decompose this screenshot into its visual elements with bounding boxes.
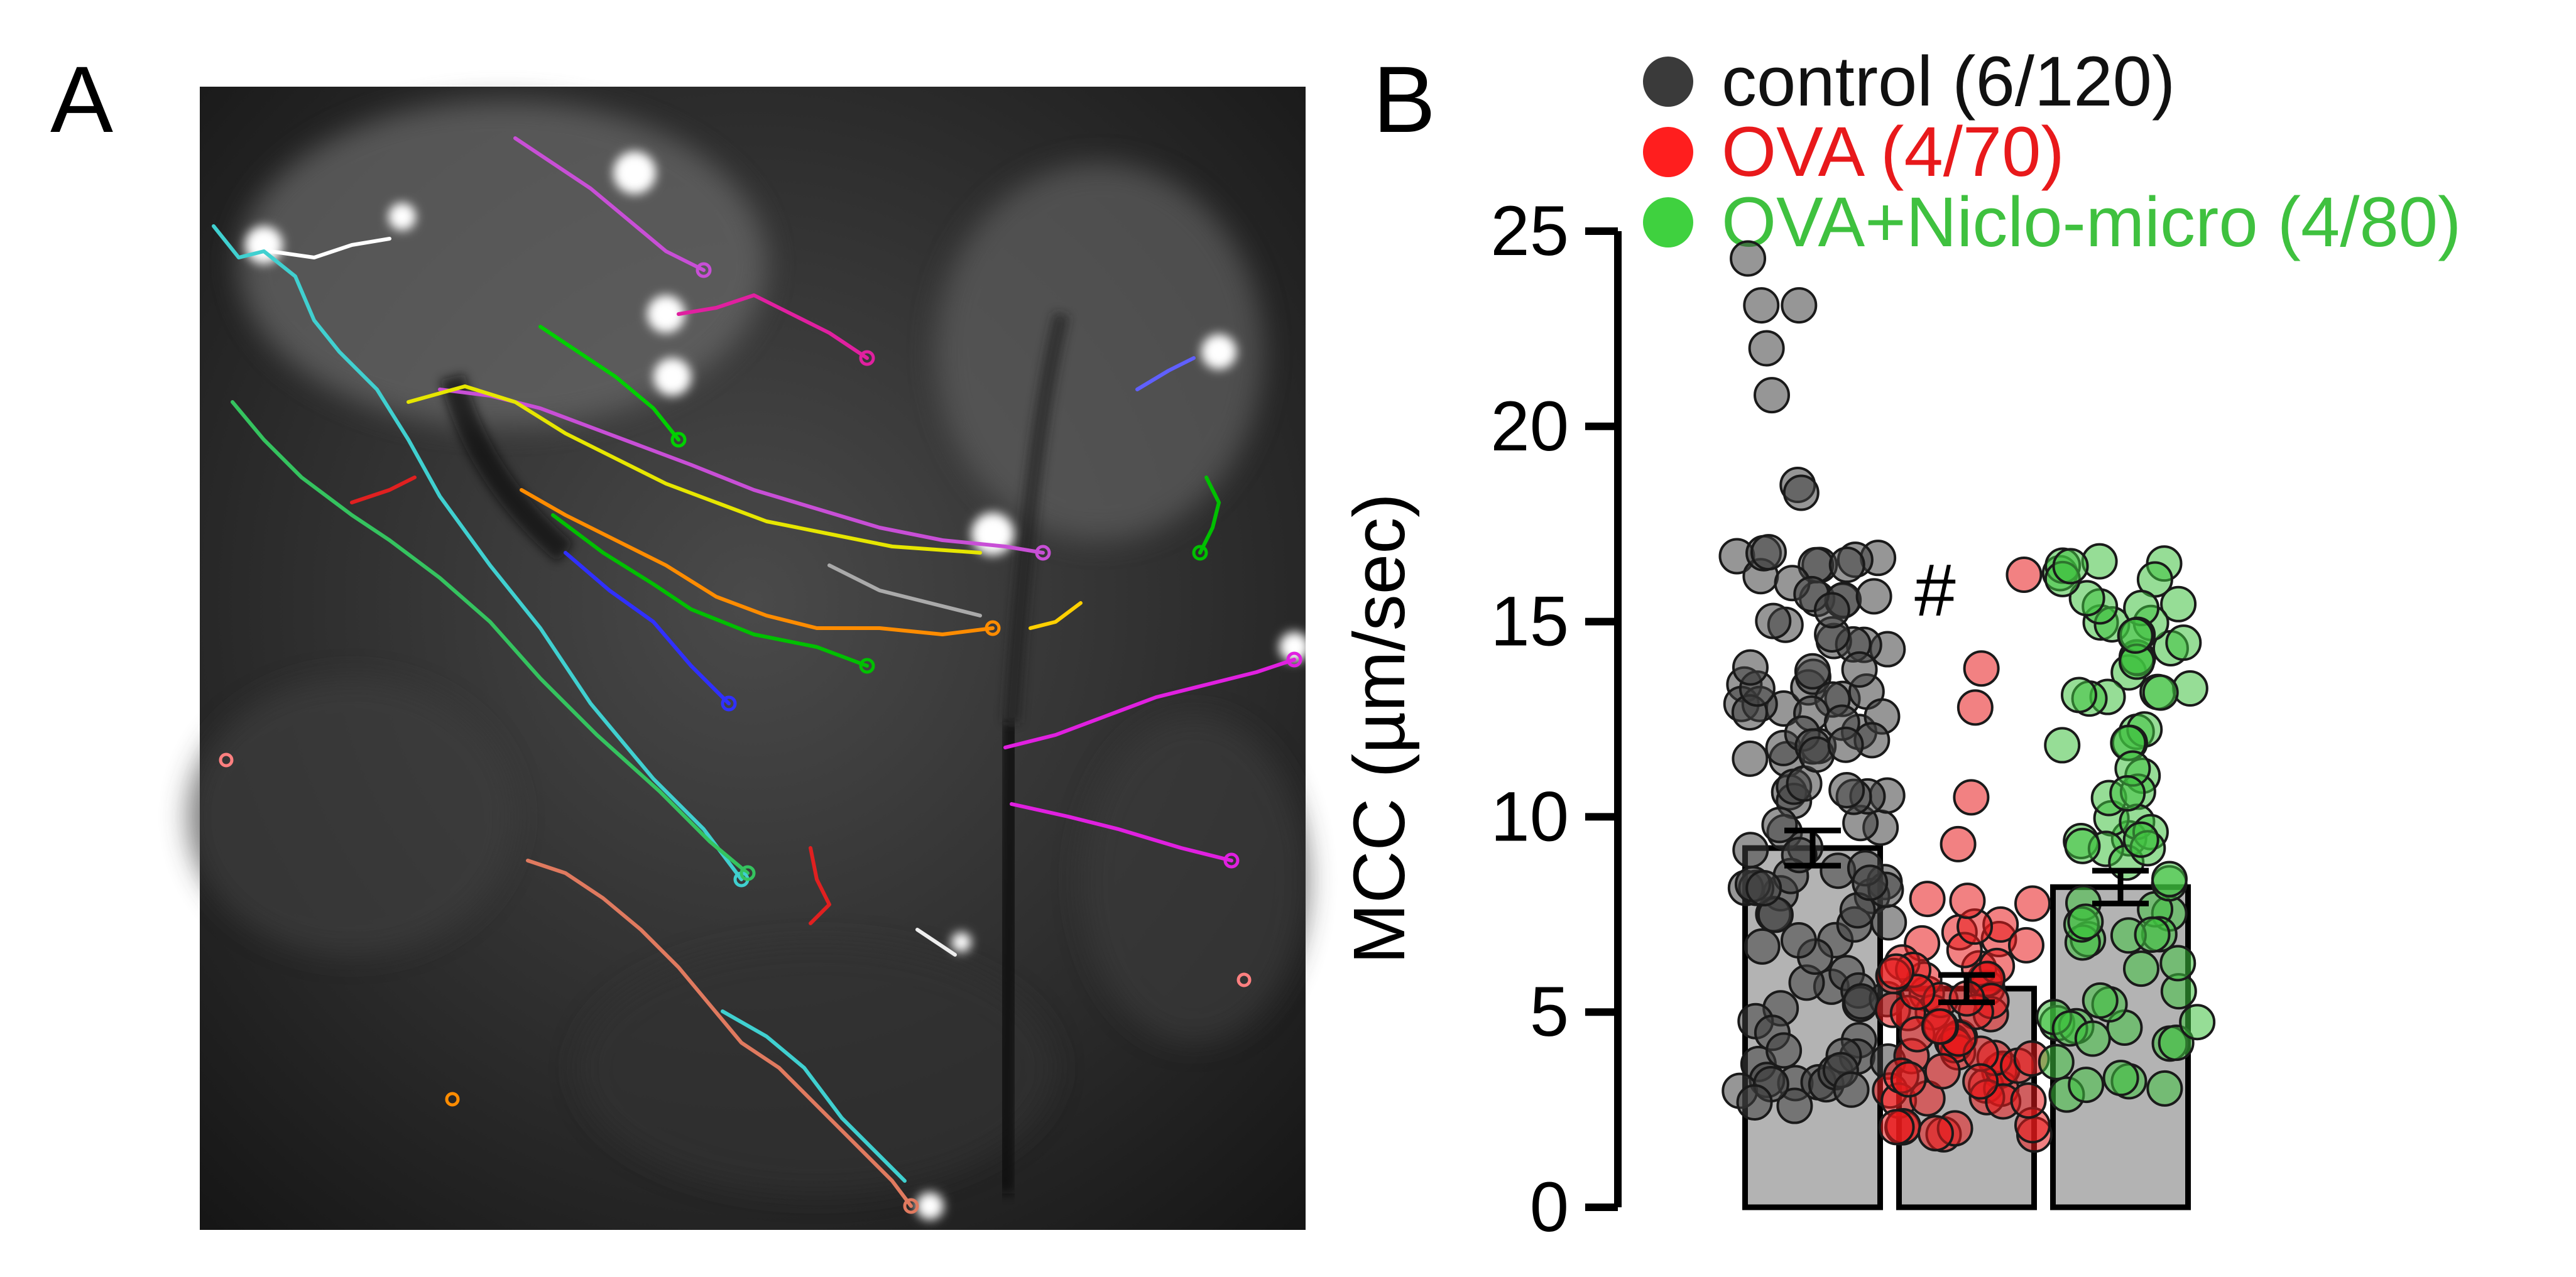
data-point	[1782, 474, 1820, 511]
data-point	[2052, 548, 2089, 585]
data-point	[1732, 740, 1769, 777]
data-point	[1743, 287, 1780, 324]
data-point	[2068, 1067, 2105, 1104]
data-point	[2146, 1070, 2183, 1107]
data-point	[1940, 825, 1977, 862]
data-point	[1917, 1115, 1954, 1152]
data-point	[1828, 772, 1865, 809]
data-point	[1855, 578, 1892, 615]
data-point	[1921, 1008, 1958, 1045]
data-point	[1878, 953, 1915, 990]
panel-b-label: B	[1373, 46, 1436, 152]
data-point	[1744, 928, 1781, 965]
legend-label-ova: OVA (4/70)	[1722, 112, 2065, 191]
significance-annotation: #	[1914, 549, 1956, 632]
y-tick-label: 10	[1490, 777, 1569, 856]
legend-marker-control	[1643, 57, 1693, 107]
panel-a-label: A	[50, 46, 113, 152]
data-point	[1732, 649, 1769, 686]
data-point	[1827, 726, 1864, 763]
legend-label-ova-niclo: OVA+Niclo-micro (4/80)	[1722, 183, 2461, 261]
data-point	[2082, 982, 2119, 1019]
data-point	[2134, 916, 2171, 953]
data-point	[1750, 534, 1787, 571]
data-point	[1828, 546, 1865, 584]
data-point	[1841, 651, 1878, 688]
data-point	[1736, 1084, 1773, 1121]
legend: control (6/120) OVA (4/70) OVA+Niclo-mic…	[1643, 42, 2461, 261]
legend-marker-ova	[1643, 127, 1693, 177]
legend-marker-ova-niclo	[1643, 197, 1693, 247]
data-point	[1890, 1061, 1927, 1098]
data-point	[2060, 677, 2097, 714]
data-point	[1761, 807, 1798, 844]
data-point	[1963, 650, 2000, 687]
y-tick-label: 0	[1530, 1168, 1569, 1246]
y-tick-label: 15	[1490, 582, 1569, 661]
data-point	[1924, 1053, 1961, 1090]
data-point	[1776, 1087, 1813, 1124]
data-point	[1766, 1032, 1803, 1069]
data-point	[2044, 727, 2081, 764]
legend-item-ova-niclo: OVA+Niclo-micro (4/80)	[1643, 183, 2461, 261]
y-tick-label: 5	[1530, 972, 1569, 1051]
data-point	[1732, 832, 1769, 869]
data-point	[1957, 689, 1994, 726]
data-point	[1745, 870, 1782, 907]
data-point	[1843, 983, 1880, 1020]
data-point	[2122, 950, 2159, 987]
data-point	[1833, 1071, 1870, 1108]
y-axis-label: MCC (µm/sec)	[1338, 493, 1420, 964]
data-point	[1909, 881, 1946, 918]
data-point	[2142, 674, 2179, 711]
data-point	[1949, 883, 1986, 920]
data-point	[1748, 330, 1785, 367]
data-point	[1755, 602, 1792, 639]
legend-item-ova: OVA (4/70)	[1643, 112, 2065, 191]
data-point	[1780, 922, 1817, 959]
data-point	[1813, 592, 1850, 629]
data-point	[2160, 585, 2197, 622]
data-point	[2109, 774, 2146, 812]
data-point	[1962, 1063, 1999, 1100]
data-point	[1852, 864, 1889, 901]
data-point	[1730, 240, 1767, 277]
data-point	[2151, 861, 2188, 898]
data-point	[2102, 1060, 2139, 1097]
data-point	[2159, 945, 2197, 982]
legend-label-control: control (6/120)	[1722, 42, 2175, 121]
data-point	[2064, 827, 2101, 864]
mcc-bar-chart: control (6/120) OVA (4/70) OVA+Niclo-mic…	[1338, 42, 2461, 1246]
data-point	[1870, 904, 1907, 941]
data-point	[1781, 287, 1818, 324]
y-tick-label: 25	[1490, 192, 1569, 270]
data-point	[1754, 377, 1790, 414]
data-point	[2165, 624, 2202, 661]
data-point	[2074, 1020, 2111, 1057]
data-point	[1878, 1109, 1915, 1146]
legend-item-control: control (6/120)	[1643, 42, 2175, 121]
data-point	[2007, 927, 2044, 964]
data-point	[2179, 1004, 2216, 1041]
data-point	[2038, 1043, 2075, 1080]
data-point	[2006, 557, 2043, 594]
data-point	[1794, 653, 1831, 690]
microscopy-image	[188, 87, 1309, 1230]
data-point	[2117, 617, 2154, 654]
data-point	[2010, 1082, 2047, 1119]
data-point	[1953, 779, 1990, 816]
y-tick-label: 20	[1490, 387, 1569, 465]
data-point	[2068, 580, 2105, 617]
data-point	[2014, 885, 2051, 922]
data-point	[2067, 903, 2104, 940]
data-point	[2122, 821, 2159, 858]
